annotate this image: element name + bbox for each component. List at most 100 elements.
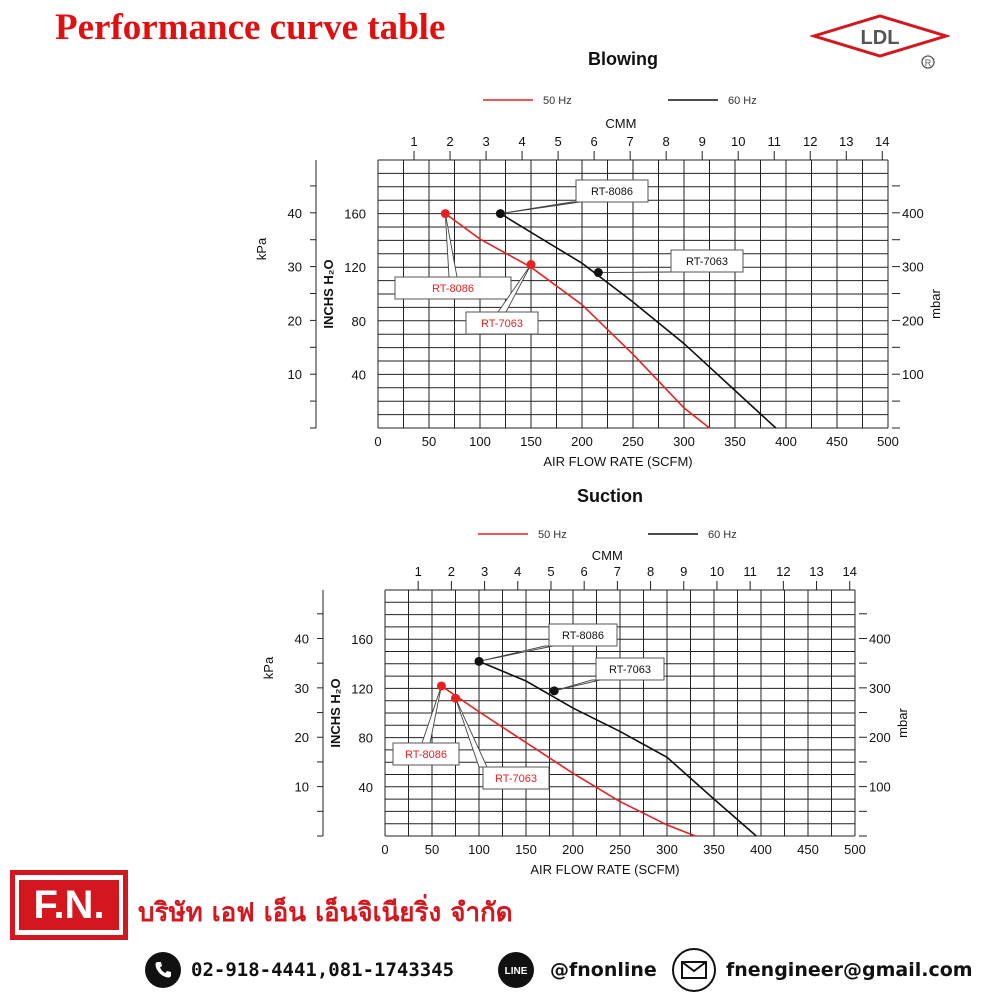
kpa-tick-label: 40 — [288, 206, 302, 221]
x-tick-label: 300 — [673, 434, 695, 449]
cmm-tick-label: 13 — [809, 564, 823, 579]
cmm-axis-label: CMM — [592, 548, 623, 563]
cmm-tick-label: 7 — [614, 564, 621, 579]
cmm-tick-label: 3 — [481, 564, 488, 579]
cmm-tick-label: 1 — [415, 564, 422, 579]
page-title: Performance curve table — [55, 7, 446, 48]
x-tick-label: 500 — [877, 434, 899, 449]
callout-box — [548, 623, 618, 647]
callout-box — [392, 742, 460, 766]
cmm-tick-label: 3 — [482, 134, 489, 149]
cmm-tick-label: 7 — [627, 134, 634, 149]
x-tick-label: 200 — [571, 434, 593, 449]
x-tick-label: 350 — [724, 434, 746, 449]
cmm-tick-label: 5 — [547, 564, 554, 579]
company-name: บริษัท เอฟ เอ็น เอ็นจิเนียริ่ง จำกัด — [138, 898, 513, 928]
kpa-tick-label: 30 — [288, 260, 302, 275]
x-tick-label: 0 — [374, 434, 381, 449]
data-point-marker — [474, 656, 484, 666]
data-point-marker — [440, 209, 450, 219]
cmm-tick-label: 10 — [731, 134, 745, 149]
x-tick-label: 150 — [515, 842, 537, 857]
callout-label: RT-8086 — [562, 630, 604, 642]
mbar-tick-label: 400 — [902, 206, 924, 221]
callout-box — [465, 311, 539, 335]
data-point-marker — [549, 686, 559, 696]
inh2o-tick-label: 160 — [344, 207, 366, 222]
callout-pointer — [598, 271, 676, 274]
cmm-axis-label: CMM — [605, 116, 636, 131]
line-id: @fnonline — [550, 959, 657, 981]
cmm-tick-label: 11 — [743, 564, 757, 579]
x-tick-label: 50 — [422, 434, 436, 449]
phone-contact[interactable]: 02-918-4441,081-1743345 — [145, 950, 454, 990]
email-contact[interactable]: fnengineer@gmail.com — [672, 948, 973, 992]
x-tick-label: 450 — [826, 434, 848, 449]
mbar-tick-label: 100 — [869, 780, 891, 795]
x-tick-label: 350 — [703, 842, 725, 857]
callout-label: RT-7063 — [686, 256, 728, 268]
inh2o-tick-label: 120 — [344, 260, 366, 275]
series-line-60hz — [478, 660, 757, 837]
kpa-tick-label: 20 — [288, 313, 302, 328]
cmm-tick-label: 10 — [710, 564, 724, 579]
callout-label: RT-7063 — [609, 664, 651, 676]
mail-icon — [672, 948, 716, 992]
inh2o-tick-label: 80 — [359, 731, 373, 746]
cmm-tick-label: 9 — [699, 134, 706, 149]
kpa-tick-label: 20 — [295, 730, 309, 745]
callout-pointer — [478, 645, 554, 662]
callout-pointer — [500, 201, 581, 215]
x-tick-label: 250 — [622, 434, 644, 449]
cmm-tick-label: 8 — [663, 134, 670, 149]
cmm-tick-label: 6 — [591, 134, 598, 149]
x-tick-label: 200 — [562, 842, 584, 857]
x-tick-label: 100 — [468, 842, 490, 857]
cmm-tick-label: 11 — [767, 134, 781, 149]
cmm-tick-label: 5 — [554, 134, 561, 149]
logo-registered-mark: R — [925, 58, 932, 68]
ldl-logo: LDL R — [810, 14, 950, 69]
legend-label-50hz: 50 Hz — [543, 95, 572, 107]
data-point-marker — [495, 209, 505, 219]
x-tick-label: 150 — [520, 434, 542, 449]
line-icon: LINE — [498, 952, 534, 988]
line-contact[interactable]: LINE @fnonline — [498, 950, 657, 990]
kpa-tick-label: 10 — [295, 780, 309, 795]
line-icon-text: LINE — [505, 966, 528, 977]
cmm-tick-label: 4 — [518, 134, 525, 149]
callout-label: RT-8086 — [591, 186, 633, 198]
series-line-50hz — [440, 685, 696, 837]
phone-number: 02-918-4441,081-1743345 — [191, 959, 455, 981]
mbar-tick-label: 200 — [902, 313, 924, 328]
inh2o-tick-label: 40 — [352, 367, 366, 382]
x-tick-label: 250 — [609, 842, 631, 857]
cmm-tick-label: 14 — [843, 564, 857, 579]
callout-label: RT-7063 — [495, 773, 537, 785]
data-point-marker — [593, 268, 603, 278]
suction-chart: Suction 50 Hz 60 Hz 0 50 100 150 200 250 300 350 40… — [261, 486, 910, 877]
inh2o-tick-label: 80 — [352, 314, 366, 329]
cmm-tick-label: 4 — [514, 564, 521, 579]
callout-label: RT-8086 — [432, 283, 474, 295]
legend-label-60hz: 60 Hz — [728, 95, 757, 107]
mbar-axis-label: mbar — [928, 289, 943, 319]
inh2o-tick-label: 160 — [351, 632, 373, 647]
inh2o-axis-label: INCHS H₂O — [328, 678, 343, 747]
inh2o-tick-label: 40 — [359, 780, 373, 795]
x-tick-label: 300 — [656, 842, 678, 857]
inh2o-tick-label: 120 — [351, 681, 373, 696]
x-tick-label: 0 — [381, 842, 388, 857]
callout-box — [575, 179, 649, 203]
data-point-marker — [436, 681, 446, 691]
cmm-tick-label: 9 — [680, 564, 687, 579]
callout-box — [482, 766, 550, 790]
mbar-axis-label: mbar — [895, 708, 910, 738]
x-tick-label: 400 — [750, 842, 772, 857]
legend-label-50hz: 50 Hz — [538, 529, 567, 541]
inh2o-axis-label: INCHS H₂O — [321, 259, 336, 328]
mbar-tick-label: 300 — [869, 681, 891, 696]
email-address: fnengineer@gmail.com — [726, 959, 973, 981]
kpa-tick-label: 40 — [295, 631, 309, 646]
callout-label: RT-7063 — [481, 318, 523, 330]
